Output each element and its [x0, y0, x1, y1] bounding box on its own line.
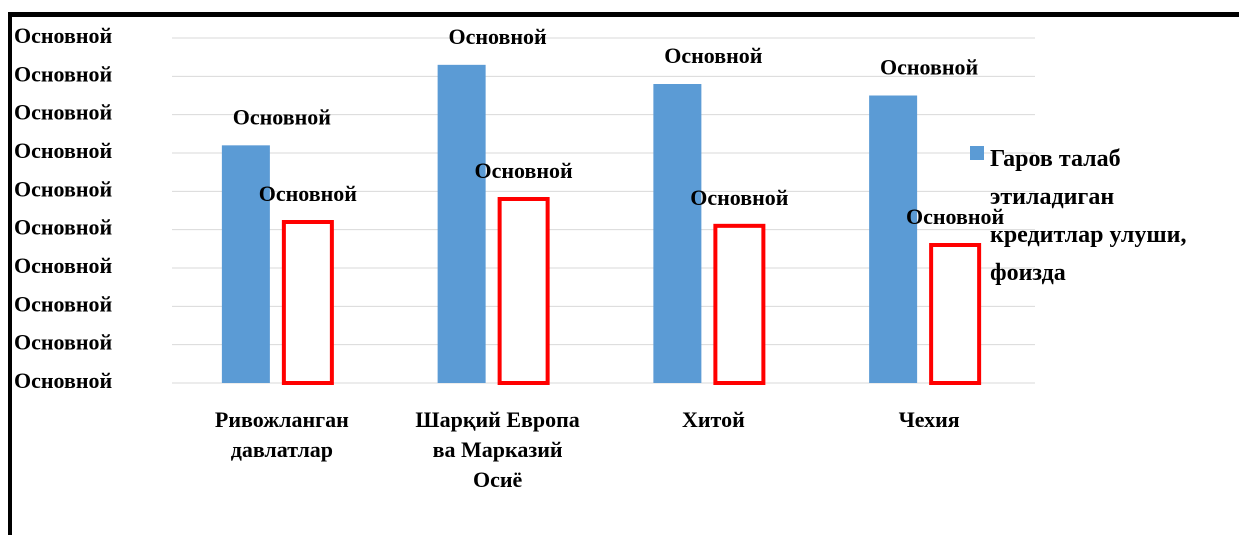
data-label: Основной [880, 55, 979, 80]
frame-top [8, 12, 1239, 17]
y-tick-label: Основной [14, 176, 113, 201]
x-tick-label: Ривожланган давлатлар [214, 407, 349, 462]
legend-label: Гаров талаб этиладиган кредитлар улуши, … [990, 146, 1187, 286]
data-label: Основной [475, 158, 574, 183]
data-label: Основной [664, 43, 763, 68]
bar [713, 223, 766, 385]
y-tick-label: Основной [14, 138, 113, 163]
data-label: Основной [449, 24, 548, 49]
y-tick-label: Основной [14, 100, 113, 125]
bar [221, 145, 270, 383]
data-label: Основной [906, 204, 1005, 229]
legend-swatch [970, 146, 984, 160]
bar [869, 95, 918, 383]
y-tick-label: Основной [14, 61, 113, 86]
y-tick-label: Основной [14, 291, 113, 316]
y-tick-label: Основной [14, 23, 113, 48]
bar [281, 220, 334, 385]
x-tick-label: Шарқий Европа ва Марказий Осиё [415, 407, 580, 492]
data-label: Основной [259, 181, 358, 206]
data-label: Основной [690, 185, 789, 210]
bar [437, 64, 486, 383]
y-tick-label: Основной [14, 215, 113, 240]
x-tick-label: Чехия [898, 407, 960, 432]
bar [497, 197, 550, 385]
bar [653, 84, 702, 383]
y-tick-label: Основной [14, 368, 113, 393]
x-tick-label: Хитой [681, 407, 745, 432]
bar [929, 243, 982, 385]
data-label: Основной [233, 104, 332, 129]
y-tick-label: Основной [14, 253, 113, 278]
y-tick-label: Основной [14, 330, 113, 355]
frame-left [8, 12, 12, 535]
